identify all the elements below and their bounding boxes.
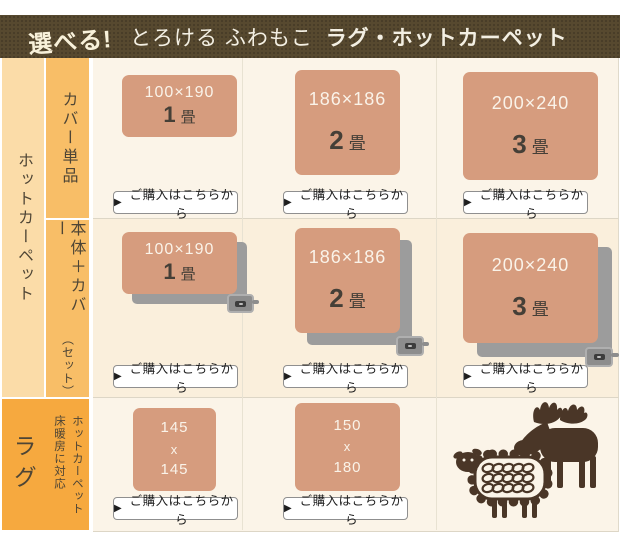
size-swatch-rug-150x180: 150 x 180 xyxy=(295,403,400,491)
size-text: 200×240 xyxy=(491,92,570,113)
cover-only-label: カバー単品 xyxy=(59,90,77,186)
buy-arrow-icon: ▶ xyxy=(284,502,293,514)
buy-button-rug-145[interactable]: ▶ ご購入はこちらから xyxy=(113,494,238,527)
size-text: 145 xyxy=(160,419,189,437)
carpet-controller-icon xyxy=(227,294,254,313)
selectable-badge: 選べる! xyxy=(27,26,114,59)
buy-button-label: ご購入はこちらから xyxy=(299,361,404,395)
size-x: x xyxy=(170,441,179,457)
buy-button-rug-150x180[interactable]: ▶ ご購入はこちらから xyxy=(283,494,408,527)
size-swatch-rug-145: 145 x 145 xyxy=(133,408,216,491)
hot-carpet-label: ホットカーペット xyxy=(15,151,32,304)
tatami-unit: 畳 xyxy=(531,137,549,157)
controller-cord xyxy=(422,342,429,346)
buy-arrow-icon: ▶ xyxy=(114,196,123,208)
row-header-set: 本体＋カバー （セット） xyxy=(46,220,89,398)
set-label-paren: （セット） xyxy=(60,332,75,398)
buy-button-label: ご購入はこちらから xyxy=(129,187,234,221)
tatami-number: 2 xyxy=(329,283,344,313)
row-group-hot-carpet: ホットカーペット xyxy=(2,58,44,397)
rug-label: ラグ xyxy=(10,433,37,496)
page-title-bold: ラグ・ホットカーペット xyxy=(325,26,568,50)
carpet-controller-icon xyxy=(585,347,613,367)
rug-note-floor-heating: 床暖房に対応 xyxy=(53,414,65,490)
buy-button-set-3jo[interactable]: ▶ ご購入はこちらから xyxy=(463,362,588,395)
buy-arrow-icon: ▶ xyxy=(284,196,293,208)
moose-and-sheep-illustration xyxy=(453,402,598,518)
buy-arrow-icon: ▶ xyxy=(464,196,473,208)
page-title-light: とろける ふわもこ xyxy=(130,26,313,50)
controller-cord xyxy=(611,353,619,357)
column-divider xyxy=(436,58,437,530)
header-banner: 選べる! とろける ふわもこ ラグ・ホットカーペット xyxy=(0,15,620,59)
tatami-unit: 畳 xyxy=(180,266,196,283)
size-text: 100×190 xyxy=(144,241,215,258)
buy-button-set-2jo[interactable]: ▶ ご購入はこちらから xyxy=(283,362,408,395)
set-label-main: 本体＋カバー xyxy=(51,220,85,315)
buy-button-cover-2jo[interactable]: ▶ ご購入はこちらから xyxy=(283,188,408,221)
size-text: 200×240 xyxy=(491,254,570,275)
page-title: とろける ふわもこ ラグ・ホットカーペット xyxy=(130,22,568,52)
rug-note-hot-carpet: ホットカーペット xyxy=(70,414,83,515)
tatami-unit: 畳 xyxy=(180,109,196,126)
buy-button-label: ご購入はこちらから xyxy=(479,187,584,221)
buy-button-set-1jo[interactable]: ▶ ご購入はこちらから xyxy=(113,362,238,395)
tatami-number: 1 xyxy=(163,102,176,127)
buy-button-label: ご購入はこちらから xyxy=(129,493,234,527)
sheep-illustration xyxy=(453,448,553,518)
buy-button-cover-3jo[interactable]: ▶ ご購入はこちらから xyxy=(463,188,588,221)
buy-arrow-icon: ▶ xyxy=(114,370,123,382)
buy-button-label: ご購入はこちらから xyxy=(479,361,584,395)
size-x: x xyxy=(343,439,352,455)
carpet-controller-icon xyxy=(396,336,424,356)
size-text: 180 xyxy=(333,458,362,476)
tatami-unit: 畳 xyxy=(348,134,366,153)
controller-cord xyxy=(252,300,259,304)
buy-arrow-icon: ▶ xyxy=(114,502,123,514)
tatami-unit: 畳 xyxy=(531,299,549,319)
size-text: 186×186 xyxy=(308,89,387,109)
buy-button-label: ご購入はこちらから xyxy=(129,361,234,395)
tatami-unit: 畳 xyxy=(348,292,366,311)
tatami-number: 3 xyxy=(512,290,527,321)
row-header-cover-only: カバー単品 xyxy=(46,58,89,218)
buy-arrow-icon: ▶ xyxy=(464,370,473,382)
rug-note: ホットカーペット 床暖房に対応 xyxy=(49,415,85,515)
buy-button-label: ご購入はこちらから xyxy=(299,187,404,221)
size-text: 186×186 xyxy=(308,247,387,267)
size-text: 100×190 xyxy=(144,84,215,101)
row-header-rug: ラグ ホットカーペット 床暖房に対応 xyxy=(2,399,89,530)
size-text: 150 xyxy=(333,416,362,434)
set-label: 本体＋カバー （セット） xyxy=(46,220,89,398)
size-text: 145 xyxy=(160,461,189,479)
buy-button-cover-1jo[interactable]: ▶ ご購入はこちらから xyxy=(113,188,238,221)
tatami-number: 3 xyxy=(512,128,527,159)
buy-arrow-icon: ▶ xyxy=(284,370,293,382)
tatami-number: 1 xyxy=(163,259,176,284)
tatami-number: 2 xyxy=(329,125,344,155)
buy-button-label: ご購入はこちらから xyxy=(299,493,404,527)
